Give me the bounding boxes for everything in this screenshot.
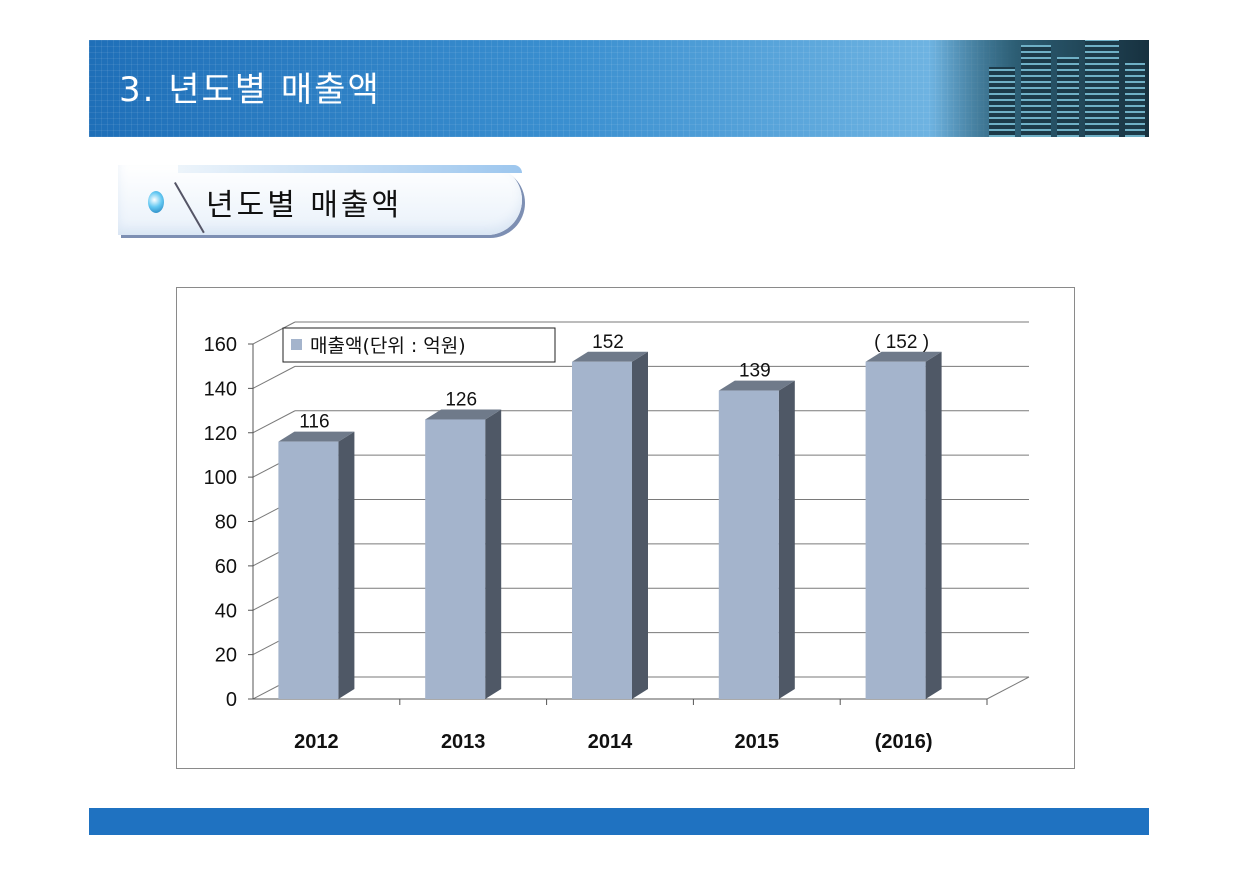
data-label: 116 <box>299 412 329 433</box>
bar-top <box>572 351 648 362</box>
data-label: 126 <box>445 389 477 410</box>
bar <box>425 419 486 699</box>
bar <box>278 441 339 699</box>
bar-side <box>925 351 942 699</box>
y-tick-label: 160 <box>204 334 237 356</box>
legend-label: 매출액(단위 : 억원) <box>310 335 466 357</box>
x-tick-label: 2015 <box>735 731 780 753</box>
section-heading: 년도별 매출액 <box>118 165 522 235</box>
y-tick-label: 140 <box>204 378 237 400</box>
bar <box>572 361 632 699</box>
x-tick-label: 2014 <box>588 731 633 753</box>
y-tick-label: 100 <box>204 467 237 489</box>
legend-swatch <box>291 339 302 350</box>
divider <box>174 182 205 234</box>
bar-top <box>425 409 502 420</box>
y-tick-label: 20 <box>215 645 237 667</box>
y-tick-label: 0 <box>226 689 237 711</box>
chart-frame: 0 20 40 60 80 100 120 140 160 116 2012 126 2013 152 20… <box>176 287 1075 769</box>
bar-side <box>338 431 355 699</box>
grid-diagonal <box>252 365 296 389</box>
x-tick-label: (2016) <box>875 731 933 753</box>
data-label: 152 <box>592 332 624 353</box>
floor-edge <box>986 676 1030 700</box>
grid-diagonal <box>252 321 296 345</box>
grid-diagonal <box>252 410 296 434</box>
bar <box>718 390 779 699</box>
page-title: 3. 년도별 매출액 <box>119 70 381 110</box>
bar <box>865 361 926 699</box>
y-tick-label: 80 <box>215 512 237 534</box>
city-buildings-image <box>929 40 1149 137</box>
revenue-bar-chart: 0 20 40 60 80 100 120 140 160 116 2012 126 2013 152 20… <box>204 321 1030 753</box>
data-label: ( 152 ) <box>874 332 929 353</box>
y-tick-label: 60 <box>215 556 237 578</box>
y-tick-label: 120 <box>204 423 237 445</box>
section-title: 년도별 매출액 <box>206 188 403 223</box>
x-tick-label: 2013 <box>441 731 486 753</box>
bar-top <box>865 351 942 362</box>
x-tick-label: 2012 <box>294 731 339 753</box>
legend-box <box>282 327 556 363</box>
bar-side <box>485 409 502 699</box>
bar-side <box>632 351 648 699</box>
data-label: 139 <box>739 361 771 382</box>
bar-top <box>718 380 795 391</box>
y-tick-label: 40 <box>215 600 237 622</box>
bullet-icon <box>148 191 164 213</box>
bar-top <box>278 431 355 442</box>
header-banner: 3. 년도별 매출액 <box>89 40 1149 137</box>
bar-side <box>778 380 795 699</box>
footer-bar <box>89 808 1149 835</box>
